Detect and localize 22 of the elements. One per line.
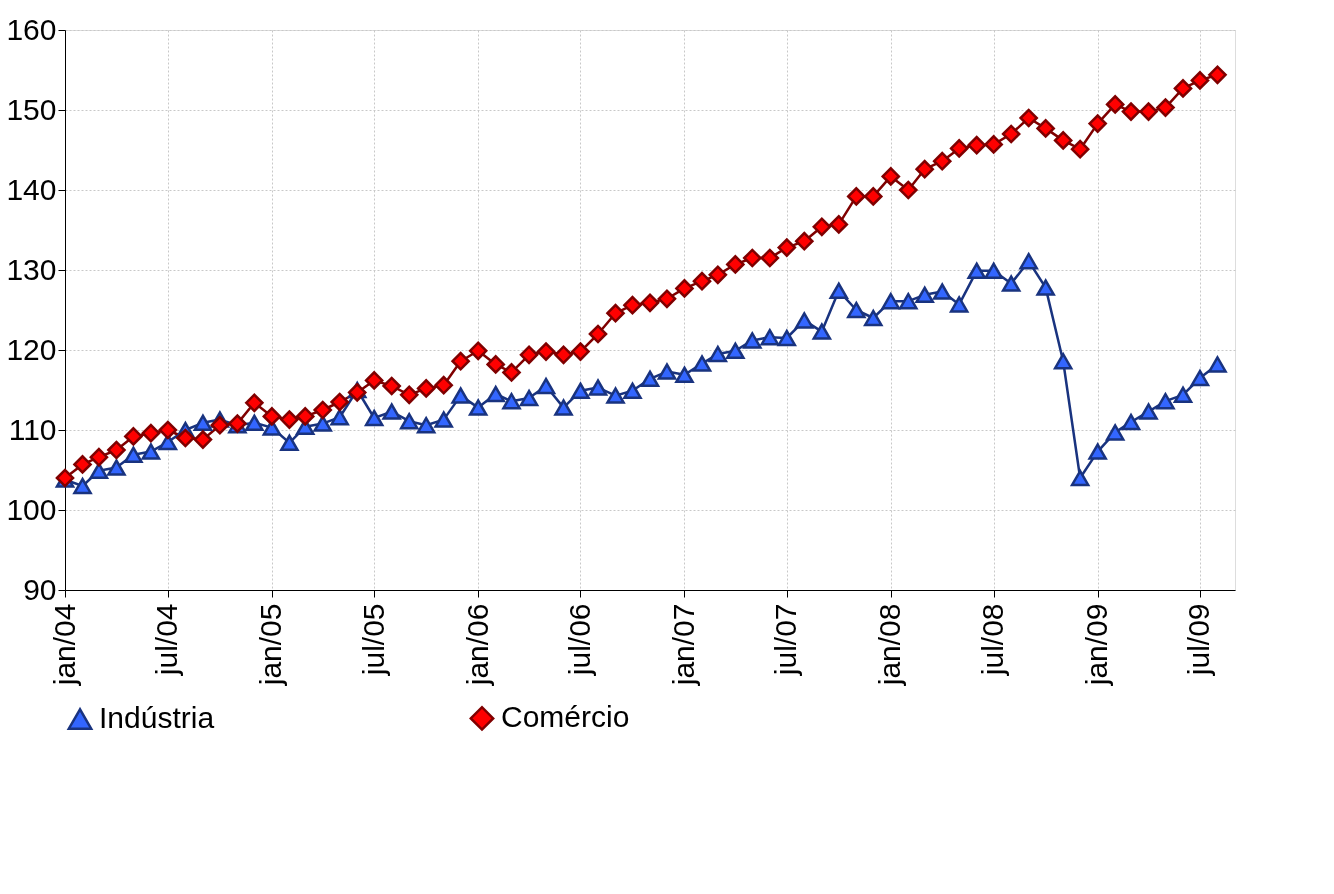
x-tick-label: jan/05 — [254, 603, 288, 687]
y-tick-label: 150 — [6, 92, 57, 126]
x-tick-label: jul/04 — [150, 603, 184, 677]
x-tick-label: jul/07 — [769, 603, 803, 677]
x-tick-label: jul/08 — [976, 603, 1010, 677]
y-tick-label: 140 — [6, 172, 57, 206]
x-tick-label: jan/09 — [1080, 603, 1114, 687]
x-tick-label: jul/06 — [562, 603, 596, 677]
y-tick-label: 130 — [6, 252, 57, 286]
y-tick-label: 110 — [8, 412, 57, 446]
x-tick-label: jul/09 — [1182, 603, 1216, 677]
legend-label: Indústria — [99, 701, 215, 734]
x-tick-label: jan/08 — [873, 603, 907, 687]
x-tick-label: jan/07 — [666, 603, 700, 687]
y-tick-label: 90 — [23, 572, 57, 606]
legend-label: Comércio — [501, 700, 630, 734]
x-tick-label: jan/04 — [47, 603, 81, 687]
y-tick-label: 120 — [6, 332, 57, 366]
y-tick-label: 160 — [6, 12, 57, 46]
x-tick-label: jan/06 — [460, 603, 494, 687]
x-tick-label: jul/05 — [356, 603, 390, 677]
y-tick-label: 100 — [6, 492, 57, 526]
